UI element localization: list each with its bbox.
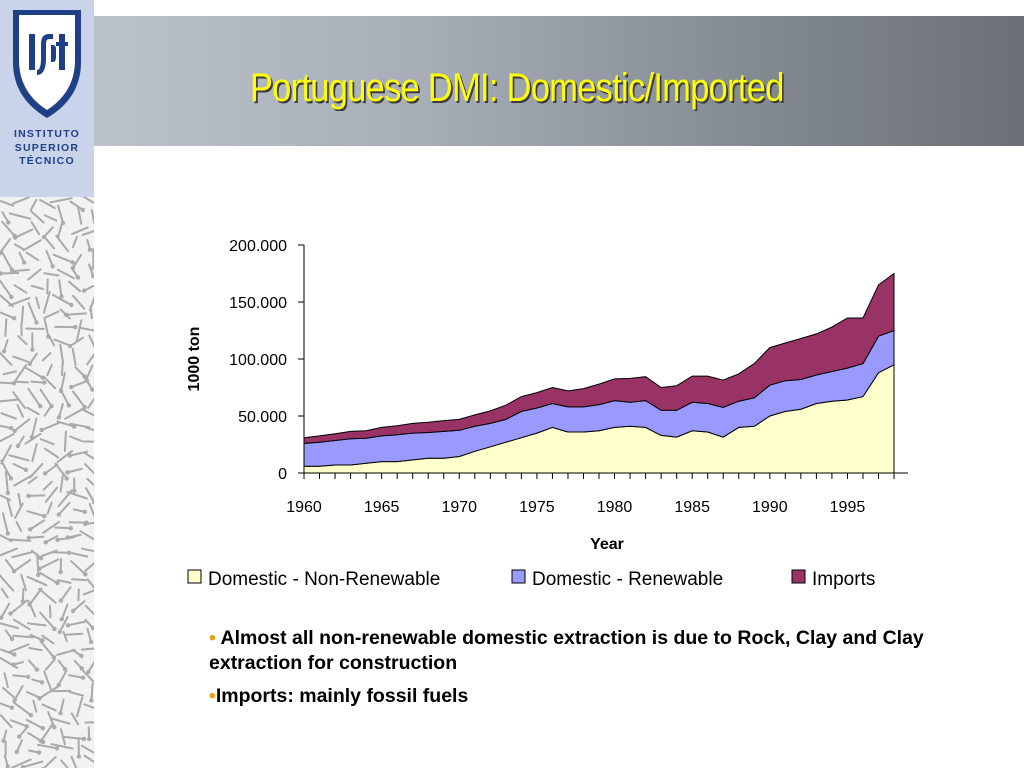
x-tick-label: 1975 bbox=[519, 499, 555, 516]
title-band bbox=[94, 16, 1024, 146]
x-tick-label: 1980 bbox=[597, 499, 633, 516]
bullet-list: • Almost all non-renewable domestic extr… bbox=[209, 626, 929, 717]
legend-swatch bbox=[511, 569, 526, 584]
bullet-marker: • bbox=[209, 685, 216, 707]
x-tick-label: 1990 bbox=[752, 499, 788, 516]
y-tick-label: 100.000 bbox=[229, 352, 287, 369]
bullet-item: •Imports: mainly fossil fuels bbox=[209, 684, 929, 709]
ist-logo bbox=[0, 0, 94, 125]
institution-name: INSTITUTO SUPERIOR TÉCNICO bbox=[13, 128, 81, 167]
legend-label: Domestic - Renewable bbox=[532, 569, 723, 590]
x-axis-title: Year bbox=[590, 536, 624, 553]
logo-panel: INSTITUTO SUPERIOR TÉCNICO bbox=[0, 0, 94, 197]
bullet-marker: • bbox=[209, 627, 216, 649]
x-tick-label: 1995 bbox=[830, 499, 866, 516]
x-tick-label: 1985 bbox=[674, 499, 710, 516]
area-series-3 bbox=[303, 272, 895, 444]
legend-label: Imports bbox=[812, 569, 875, 590]
y-tick-label: 200.000 bbox=[229, 238, 287, 255]
decorative-pattern bbox=[0, 195, 94, 768]
y-tick-label: 0 bbox=[278, 466, 287, 483]
bullet-item: • Almost all non-renewable domestic extr… bbox=[209, 626, 929, 676]
legend-swatch bbox=[791, 569, 806, 584]
legend-swatch bbox=[187, 569, 202, 584]
bullet-text: Almost all non-renewable domestic extrac… bbox=[209, 627, 924, 674]
x-tick-label: 1960 bbox=[286, 499, 322, 516]
bullet-text: Imports: mainly fossil fuels bbox=[215, 685, 469, 707]
x-tick-label: 1965 bbox=[364, 499, 400, 516]
x-tick-label: 1970 bbox=[441, 499, 477, 516]
slide-title: Portuguese DMI: Domestic/Imported bbox=[250, 66, 784, 110]
y-axis-title: 1000 ton bbox=[186, 327, 203, 392]
y-tick-label: 150.000 bbox=[229, 295, 287, 312]
y-tick-label: 50.000 bbox=[238, 409, 287, 426]
chart-axes: 0 50.000 100.000 150.000 200.000 1960 1965 1970… bbox=[229, 238, 908, 516]
stacked-area-chart: 0 50.000 100.000 150.000 200.000 1960 1965 1970… bbox=[186, 238, 908, 590]
legend-label: Domestic - Non-Renewable bbox=[208, 569, 440, 590]
chart-legend: Domestic - Non-Renewable Domestic - Renew… bbox=[187, 569, 875, 590]
chart-areas bbox=[303, 272, 895, 474]
